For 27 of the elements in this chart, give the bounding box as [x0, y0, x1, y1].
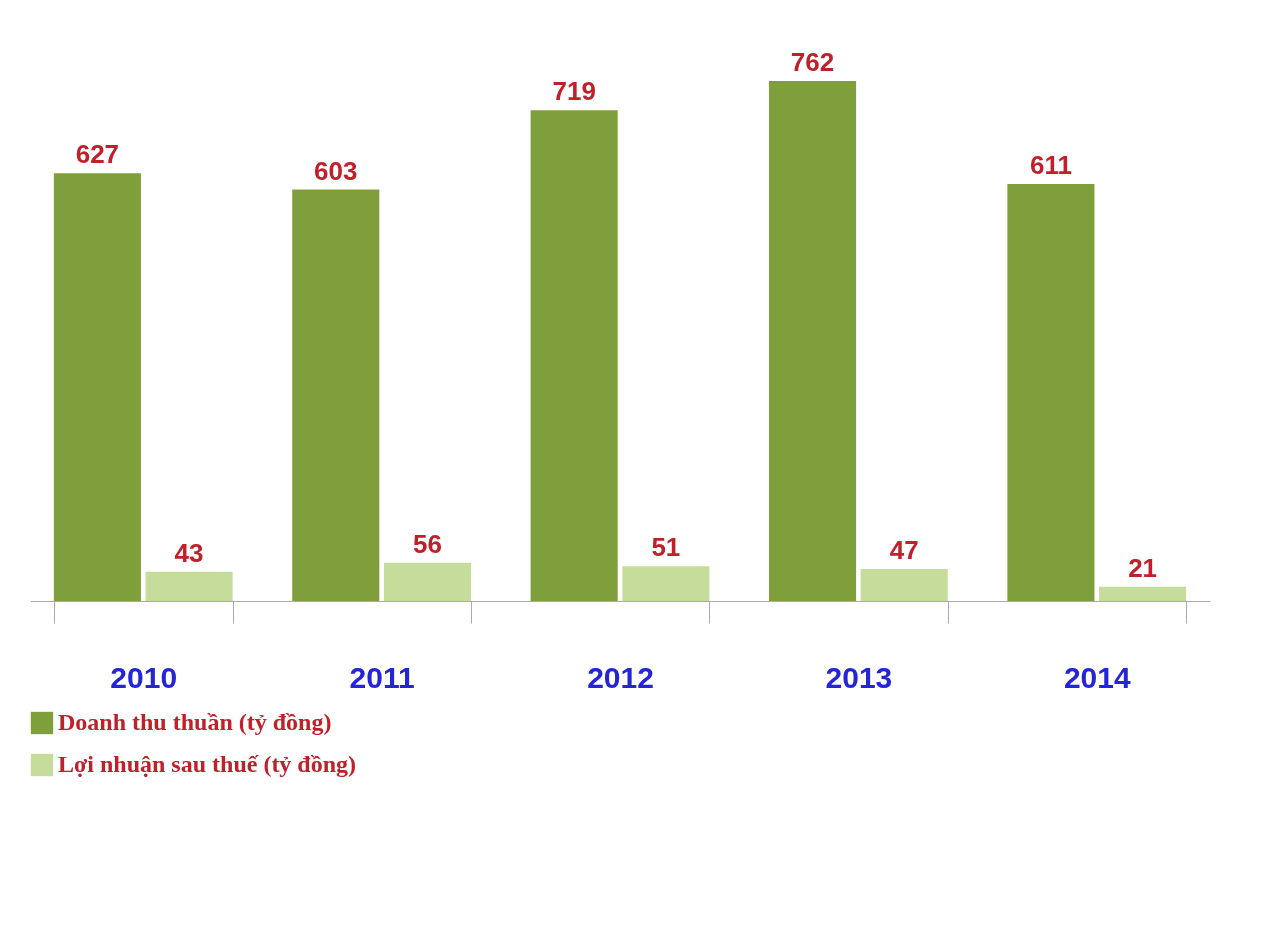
data-label: 611: [1029, 150, 1072, 181]
x-tick-label: 2010: [110, 660, 178, 694]
data-label: 56: [413, 528, 442, 559]
bar: [860, 568, 948, 601]
legend-label: Doanh thu thuần (tỷ đồng): [58, 709, 332, 735]
bar: [622, 566, 710, 601]
bar: [1007, 184, 1095, 601]
x-tick-label: 2012: [587, 660, 654, 694]
bar: [383, 562, 472, 601]
bar: [53, 173, 141, 601]
legend-label: Lợi nhuận sau thuế (tỷ đồng): [58, 751, 357, 777]
bar: [145, 571, 233, 601]
bar: [530, 110, 618, 601]
data-label: 47: [889, 534, 919, 565]
x-tick-label: 2013: [825, 660, 893, 694]
x-tick-label: 2014: [1063, 660, 1131, 694]
bar: [292, 189, 380, 601]
data-label: 21: [1128, 552, 1158, 583]
bar: [1099, 586, 1187, 601]
x-tick-label: 2011: [349, 660, 415, 694]
data-label: 603: [314, 155, 358, 186]
data-label: 627: [75, 139, 120, 170]
data-label: 719: [552, 76, 596, 107]
data-label: 51: [651, 532, 681, 563]
data-label: 762: [790, 47, 835, 77]
bar: [768, 81, 857, 601]
data-label: 43: [174, 537, 204, 568]
